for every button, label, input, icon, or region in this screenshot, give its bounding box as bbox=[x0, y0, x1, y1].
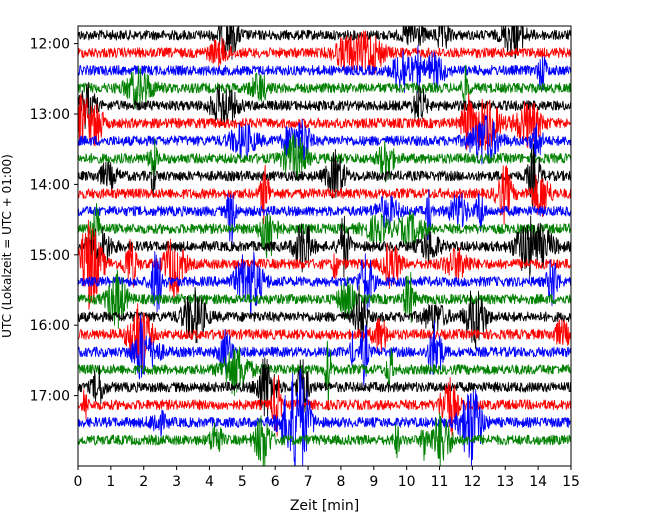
x-tick-label: 4 bbox=[205, 474, 214, 490]
x-axis-label: Zeit [min] bbox=[290, 498, 359, 514]
x-tick-label: 8 bbox=[336, 474, 345, 490]
trace-line bbox=[78, 412, 571, 466]
trace-line bbox=[78, 82, 571, 130]
trace-line bbox=[78, 251, 571, 316]
trace-line bbox=[78, 303, 571, 369]
trace-line bbox=[78, 115, 571, 165]
x-axis: 0 1 2 3 4 5 6 7 8 9 10 11 12 13 14 15 bbox=[74, 466, 580, 490]
x-tick-label: 15 bbox=[562, 474, 580, 490]
plot-frame bbox=[77, 25, 572, 467]
trace-line bbox=[78, 285, 571, 350]
trace-line bbox=[78, 164, 571, 225]
y-tick-label: 13:00 bbox=[30, 107, 70, 123]
trace-line bbox=[78, 313, 571, 387]
trace-line bbox=[78, 368, 571, 466]
trace-line bbox=[78, 26, 571, 60]
x-tick-label: 14 bbox=[529, 474, 547, 490]
trace-line bbox=[78, 203, 571, 259]
trace-line bbox=[78, 374, 571, 437]
trace-line bbox=[78, 189, 571, 246]
x-tick-label: 2 bbox=[139, 474, 148, 490]
x-tick-label: 12 bbox=[463, 474, 481, 490]
x-tick-label: 13 bbox=[496, 474, 514, 490]
y-tick-label: 14:00 bbox=[30, 177, 70, 193]
x-tick-label: 7 bbox=[304, 474, 313, 490]
trace-line bbox=[78, 30, 571, 75]
trace-line bbox=[78, 340, 571, 411]
x-tick-label: 3 bbox=[172, 474, 181, 490]
trace-line bbox=[78, 64, 571, 110]
x-tick-label: 9 bbox=[369, 474, 378, 490]
x-tick-label: 0 bbox=[74, 474, 83, 490]
y-tick-label: 15:00 bbox=[30, 248, 70, 264]
trace-line bbox=[78, 143, 571, 207]
trace-line bbox=[78, 357, 571, 417]
trace-line bbox=[78, 269, 571, 329]
x-tick-label: 5 bbox=[238, 474, 247, 490]
trace-line bbox=[78, 132, 571, 183]
y-tick-label: 17:00 bbox=[30, 389, 70, 405]
seismic-traces bbox=[78, 26, 571, 466]
y-tick-label: 12:00 bbox=[30, 37, 70, 53]
y-axis-label: UTC (Lokalzeit = UTC + 01:00) bbox=[0, 154, 14, 338]
x-tick-label: 10 bbox=[398, 474, 416, 490]
trace-line bbox=[78, 45, 571, 94]
x-tick-label: 11 bbox=[431, 474, 449, 490]
x-tick-label: 6 bbox=[271, 474, 280, 490]
trace-line bbox=[78, 215, 571, 278]
x-tick-label: 1 bbox=[106, 474, 115, 490]
y-axis: 12:00 13:00 14:00 15:00 16:00 17:00 bbox=[30, 37, 78, 405]
y-tick-label: 16:00 bbox=[30, 318, 70, 334]
trace-line bbox=[78, 93, 571, 151]
